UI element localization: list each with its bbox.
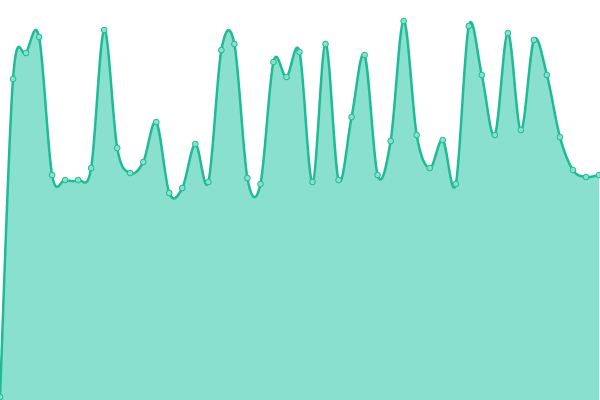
- data-point: [569, 166, 577, 174]
- data-point: [35, 33, 43, 41]
- data-point: [61, 176, 69, 184]
- data-point: [179, 184, 186, 192]
- data-point: [74, 176, 82, 184]
- data-point: [491, 131, 499, 139]
- data-point: [556, 133, 564, 141]
- data-point: [100, 26, 108, 34]
- data-point: [9, 75, 17, 83]
- data-point: [387, 137, 394, 145]
- data-point: [465, 22, 473, 30]
- data-point: [87, 164, 95, 172]
- data-point: [335, 176, 342, 184]
- data-point: [270, 58, 277, 66]
- data-point: [0, 393, 4, 400]
- data-point: [192, 140, 199, 148]
- data-point: [504, 29, 512, 37]
- data-point: [582, 173, 590, 181]
- area-fill: [0, 20, 599, 400]
- data-point: [113, 144, 121, 152]
- data-point: [218, 46, 225, 54]
- data-point: [348, 113, 355, 121]
- data-point: [126, 169, 134, 177]
- data-point: [374, 171, 381, 179]
- data-point: [413, 131, 420, 139]
- data-point: [283, 73, 290, 81]
- data-point: [452, 180, 460, 188]
- data-point: [426, 164, 434, 172]
- data-point: [543, 71, 551, 79]
- data-point: [244, 174, 251, 182]
- data-point: [530, 36, 538, 44]
- data-point: [257, 180, 264, 188]
- data-point: [48, 171, 56, 179]
- data-point: [595, 171, 600, 179]
- area-line: [0, 19, 600, 398]
- data-point: [139, 158, 147, 166]
- data-point: [205, 178, 212, 186]
- data-point: [231, 40, 238, 48]
- data-point: [439, 136, 447, 144]
- data-point: [361, 51, 368, 59]
- data-point: [517, 126, 525, 134]
- data-point: [152, 118, 160, 126]
- data-point: [296, 48, 303, 56]
- data-point: [309, 178, 316, 186]
- data-point: [400, 17, 407, 25]
- data-point: [322, 40, 329, 48]
- data-point: [22, 49, 30, 57]
- data-point: [478, 71, 486, 79]
- data-point: [165, 189, 173, 197]
